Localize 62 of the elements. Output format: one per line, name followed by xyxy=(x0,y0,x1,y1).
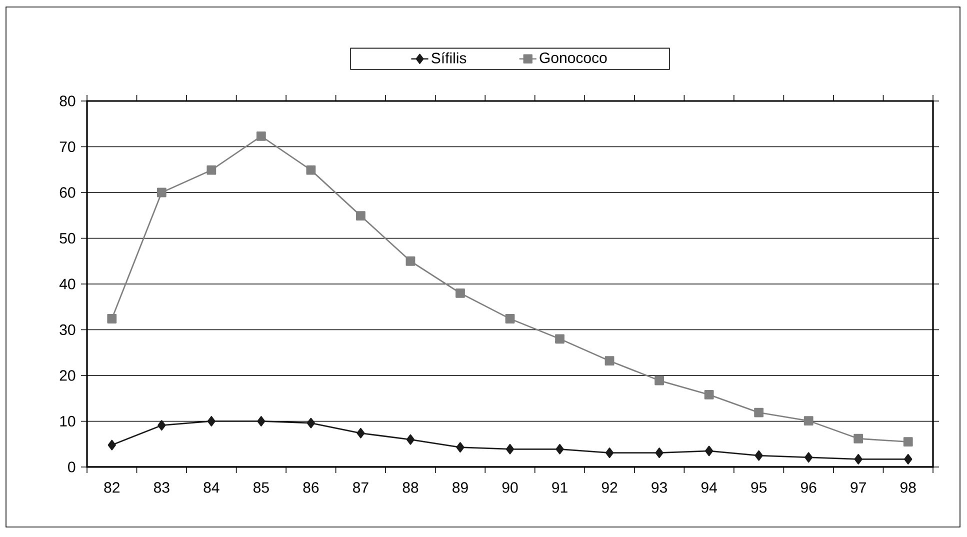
y-tick-label: 10 xyxy=(60,416,76,427)
point xyxy=(257,416,266,426)
point xyxy=(456,288,465,298)
y-tick-label: 60 xyxy=(60,187,76,198)
y-tick-label: 80 xyxy=(60,96,76,106)
point xyxy=(854,454,862,464)
legend-label: Gonococo xyxy=(540,52,607,64)
point xyxy=(754,450,763,461)
x-tick-label: 85 xyxy=(254,482,269,493)
x-tick-label: 89 xyxy=(452,482,468,493)
point xyxy=(158,420,166,431)
y-tick-label: 40 xyxy=(59,278,76,290)
point xyxy=(505,314,515,324)
y-tick-label: 30 xyxy=(60,324,76,336)
x-tick-label: 93 xyxy=(652,482,667,493)
point xyxy=(406,434,415,445)
y-tick-label: 50 xyxy=(60,232,76,244)
point xyxy=(356,428,365,438)
point xyxy=(903,437,913,447)
point xyxy=(156,188,166,198)
point xyxy=(356,211,366,221)
x-tick-label: 95 xyxy=(751,482,767,493)
point xyxy=(256,132,266,141)
point xyxy=(804,452,813,463)
x-tick-label: 90 xyxy=(502,482,518,493)
legend-label: Sífilis xyxy=(432,52,466,64)
y-tick-label: 0 xyxy=(68,462,76,472)
point xyxy=(654,376,664,386)
x-tick-label: 83 xyxy=(154,482,170,493)
x-tick-label: 97 xyxy=(850,482,866,493)
point xyxy=(506,444,514,454)
point xyxy=(605,448,614,458)
x-tick-label: 82 xyxy=(104,482,120,493)
x-tick-label: 86 xyxy=(303,482,319,493)
point xyxy=(704,446,714,456)
point xyxy=(854,434,864,444)
x-tick-label: 92 xyxy=(602,482,618,493)
point xyxy=(604,356,614,366)
point xyxy=(555,334,564,344)
point xyxy=(107,314,117,324)
x-tick-label: 96 xyxy=(800,482,816,493)
x-tick-label: 87 xyxy=(353,482,368,493)
x-tick-label: 91 xyxy=(552,482,568,493)
point xyxy=(108,440,116,450)
point xyxy=(456,442,464,453)
point xyxy=(207,416,216,426)
point xyxy=(655,448,664,458)
point xyxy=(556,444,564,454)
point xyxy=(306,165,316,175)
y-tick-label: 20 xyxy=(60,370,76,381)
point xyxy=(904,454,912,464)
point xyxy=(306,418,316,428)
point xyxy=(406,256,416,266)
x-tick-label: 98 xyxy=(900,482,916,493)
point xyxy=(704,390,714,400)
x-tick-label: 88 xyxy=(402,482,418,493)
x-tick-label: 84 xyxy=(204,482,220,493)
y-tick-label: 70 xyxy=(60,141,76,152)
point xyxy=(804,416,814,426)
point xyxy=(206,165,216,175)
x-tick-label: 94 xyxy=(701,482,717,493)
point xyxy=(754,408,764,418)
